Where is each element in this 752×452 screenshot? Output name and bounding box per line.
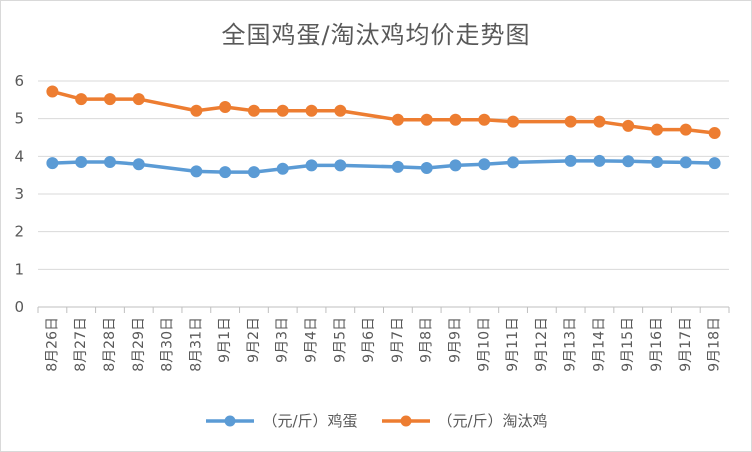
data-point (247, 104, 260, 117)
data-point (75, 155, 88, 168)
legend-swatch (206, 415, 255, 426)
data-point (449, 159, 462, 172)
data-point (449, 113, 462, 126)
data-point (564, 154, 577, 167)
x-tick-label: 9月16日 (649, 317, 665, 372)
x-tick-label: 8月29日 (131, 317, 147, 372)
series-line-1 (50, 159, 717, 174)
data-point (219, 100, 232, 113)
x-tick-label: 9月2日 (246, 317, 262, 363)
legend: （元/斤）鸡蛋 （元/斤）淘汰鸡 (1, 410, 751, 431)
data-point (564, 115, 577, 128)
data-point (132, 158, 145, 171)
data-point (75, 93, 88, 106)
y-tick-label: 0 (14, 298, 24, 316)
data-point (593, 154, 606, 167)
data-point (651, 123, 664, 136)
x-tick-label: 9月1日 (217, 317, 233, 363)
data-point (593, 115, 606, 128)
x-tick-label: 9月9日 (447, 317, 463, 363)
chart-title: 全国鸡蛋/淘汰鸡均价走势图 (221, 21, 531, 49)
data-point (305, 104, 318, 117)
x-tick-label: 8月28日 (102, 317, 118, 372)
data-point (190, 165, 203, 178)
x-tick-label: 9月4日 (304, 317, 320, 363)
x-tick-label: 9月10日 (476, 317, 492, 372)
data-point (334, 159, 347, 172)
x-tick-label: 9月5日 (332, 317, 348, 363)
data-point (46, 157, 59, 170)
y-tick-label: 1 (14, 260, 24, 278)
legend-item: （元/斤）淘汰鸡 (380, 410, 548, 431)
x-tick-label: 8月26日 (44, 317, 60, 372)
data-point (679, 156, 692, 169)
data-point (420, 162, 433, 175)
data-point (507, 156, 520, 169)
data-point (219, 166, 232, 179)
data-point (507, 115, 520, 128)
data-point (247, 166, 260, 179)
x-tick-label: 9月17日 (678, 317, 694, 372)
legend-label: （元/斤）淘汰鸡 (437, 412, 548, 430)
y-tick-label: 5 (14, 110, 24, 128)
data-point (103, 155, 116, 168)
data-point (679, 123, 692, 136)
x-tick-label: 8月30日 (160, 317, 176, 372)
y-tick-label: 2 (14, 223, 24, 241)
x-tick-label: 9月8日 (419, 317, 435, 363)
series-line-2 (50, 89, 717, 135)
x-tick-label: 9月12日 (534, 317, 550, 372)
data-point (190, 104, 203, 117)
data-point (478, 158, 491, 171)
data-point (391, 113, 404, 126)
data-point (622, 119, 635, 132)
y-tick-label: 3 (14, 185, 24, 203)
x-tick-label: 9月6日 (361, 317, 377, 363)
data-point (708, 126, 721, 139)
y-tick-label: 4 (14, 147, 24, 165)
data-point (420, 113, 433, 126)
data-point (622, 155, 635, 168)
x-tick-label: 8月31日 (188, 317, 204, 372)
x-tick-label: 9月14日 (591, 317, 607, 372)
data-point (46, 85, 59, 98)
x-tick-label: 8月27日 (73, 317, 89, 372)
x-tick-label: 9月15日 (620, 317, 636, 372)
data-point (391, 160, 404, 173)
x-tick-label: 9月7日 (390, 317, 406, 363)
x-tick-label: 9月13日 (563, 317, 579, 372)
data-point (276, 104, 289, 117)
data-point (132, 93, 145, 106)
data-point (305, 159, 318, 172)
y-tick-label: 6 (14, 72, 24, 90)
data-point (276, 162, 289, 175)
x-tick-label: 9月11日 (505, 317, 521, 372)
data-point (651, 155, 664, 168)
legend-item: （元/斤）鸡蛋 (204, 410, 358, 431)
legend-label: （元/斤）鸡蛋 (262, 412, 358, 430)
data-point (103, 93, 116, 106)
x-tick-label: 9月18日 (707, 317, 723, 372)
data-point (708, 157, 721, 170)
legend-swatch (381, 415, 430, 426)
data-point (478, 113, 491, 126)
data-point (334, 104, 347, 117)
x-tick-label: 9月3日 (275, 317, 291, 363)
